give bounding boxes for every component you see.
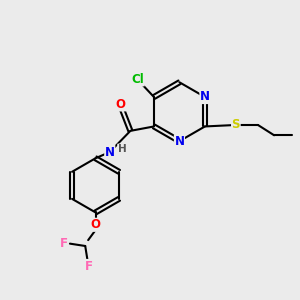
Text: S: S [232,118,240,131]
Text: F: F [85,260,93,272]
Text: N: N [105,146,115,159]
Text: N: N [200,91,210,103]
Text: Cl: Cl [131,73,144,86]
Text: O: O [91,218,100,231]
Text: H: H [118,144,127,154]
Text: F: F [60,237,68,250]
Text: N: N [174,135,184,148]
Text: O: O [116,98,126,111]
